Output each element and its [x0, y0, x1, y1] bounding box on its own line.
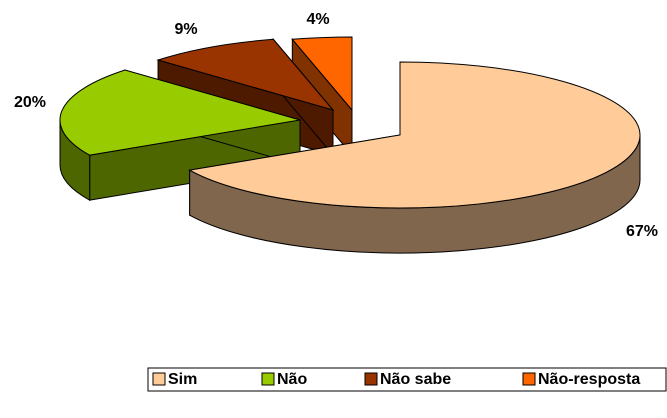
legend: Sim Não Não sabe Não-resposta: [152, 371, 640, 388]
data-label: 4%: [306, 11, 329, 28]
legend-label: Não-resposta: [538, 371, 640, 388]
data-label: 20%: [14, 94, 46, 111]
legend-label: Sim: [168, 371, 197, 388]
legend-swatch: [152, 372, 166, 386]
data-label: 9%: [174, 21, 197, 38]
legend-label: Não sabe: [380, 371, 451, 388]
slice: [291, 36, 353, 112]
slice: [156, 38, 335, 111]
legend-label: Não: [277, 371, 307, 388]
slice: [188, 61, 641, 209]
legend-box: [147, 367, 667, 392]
legend-swatch: [522, 372, 536, 386]
pie: [59, 36, 641, 254]
legend-swatch: [364, 372, 378, 386]
data-label: 67%: [626, 223, 658, 240]
labels: 67% 20% 9% 4%: [14, 11, 658, 240]
legend-swatch: [261, 372, 275, 386]
slice: [59, 69, 301, 156]
